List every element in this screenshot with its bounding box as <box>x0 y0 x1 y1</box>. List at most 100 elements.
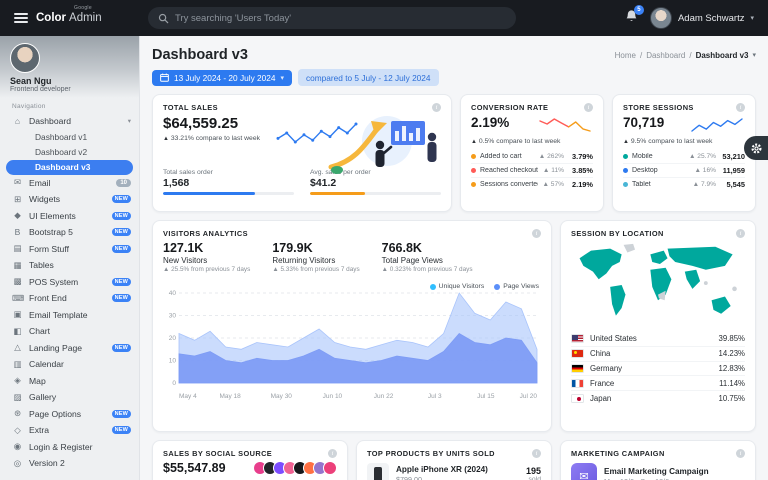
notifications-button[interactable]: 5 <box>625 4 644 28</box>
search-icon <box>158 13 169 23</box>
date-range-button[interactable]: 13 July 2024 - 20 July 2024 ▾ <box>152 69 292 86</box>
profile-name: Sean Ngu <box>10 76 52 86</box>
chevron-down-icon: ▾ <box>752 52 756 59</box>
world-map[interactable] <box>571 241 745 329</box>
country-list: United States 39.85% China 14.23% German… <box>571 331 745 405</box>
sidebar-nav-list: ⌂ Dashboard ▾ Dashboard v1 Dashboard v2 Dashb… <box>0 113 139 472</box>
new-badge: NEW <box>111 211 131 220</box>
global-search[interactable] <box>148 7 516 29</box>
total-sales-compare: ▲ 33.21% compare to last week <box>163 135 261 142</box>
country-row-germany[interactable]: Germany 12.83% <box>571 360 745 376</box>
metric-label: Desktop <box>632 167 658 174</box>
country-row-united-states[interactable]: United States 39.85% <box>571 331 745 346</box>
stat-label: Total Page Views <box>381 256 443 265</box>
sidebar-item-dashboard-v1[interactable]: Dashboard v1 <box>35 132 88 142</box>
breadcrumb-home[interactable]: Home <box>614 50 636 60</box>
sidebar-item-version-2[interactable]: ◎ Version 2 <box>0 455 139 472</box>
country-name: United States <box>590 333 637 343</box>
info-icon[interactable]: i <box>532 449 541 458</box>
sidebar-item-extra[interactable]: ◇ Extra NEW <box>0 422 139 439</box>
compare-note: compared to 5 July - 12 July 2024 <box>298 69 439 86</box>
user-avatar <box>649 7 672 29</box>
flag-cn-icon <box>571 349 584 359</box>
theme-settings-button[interactable] <box>744 136 768 160</box>
sidebar-item-email-template[interactable]: ▣ Email Template <box>0 307 139 324</box>
svg-text:May 4: May 4 <box>179 393 197 400</box>
sidebar-item-email[interactable]: ✉ Email 10 <box>0 175 139 192</box>
sidebar-item-tables[interactable]: ▦ Tables <box>0 257 139 274</box>
metric-row-mobile: Mobile ▲ 25.7% 53,210 <box>623 149 745 163</box>
series-dot <box>471 168 476 173</box>
product-qty: 195 <box>525 465 541 476</box>
country-row-france[interactable]: France 11.14% <box>571 375 745 390</box>
cogs-icon: ⊛ <box>13 408 22 419</box>
sidebar-item-label: Calendar <box>29 359 64 370</box>
sidebar-item-pos-system[interactable]: ▩ POS System NEW <box>0 274 139 291</box>
info-icon[interactable]: i <box>736 449 745 458</box>
sidebar-item-front-end[interactable]: ⌨ Front End NEW <box>0 290 139 307</box>
info-icon[interactable]: i <box>736 103 745 112</box>
country-row-china[interactable]: China 14.23% <box>571 345 745 361</box>
legend-item-unique-visitors[interactable]: Unique Visitors <box>429 283 484 290</box>
sidebar-item-form-stuff[interactable]: ▤ Form Stuff NEW <box>0 241 139 258</box>
card-title: CONVERSION RATE <box>471 103 549 112</box>
conversion-rate-sparkline <box>539 118 591 132</box>
stat-total-page-views: 766.8K Total Page Views ▲ 0.323% from pr… <box>382 241 473 273</box>
metric-label: Reached checkout <box>480 167 538 174</box>
breadcrumb-dashboard[interactable]: Dashboard <box>646 50 686 60</box>
sidebar-item-landing-page[interactable]: △ Landing Page NEW <box>0 340 139 357</box>
campaign-name: Email Marketing Campaign <box>604 466 709 476</box>
stat-sub: ▲ 0.323% from previous 7 days <box>381 266 473 273</box>
stat-value: 127.1K <box>163 241 204 255</box>
store-sessions-sparkline <box>691 118 743 132</box>
info-icon[interactable]: i <box>328 449 337 458</box>
series-dot <box>623 168 628 173</box>
sidebar-profile[interactable]: Sean Ngu Frontend developer <box>0 36 139 98</box>
sidebar-item-login-register[interactable]: ◉ Login & Register <box>0 439 139 456</box>
info-icon[interactable]: i <box>584 103 593 112</box>
progress-bar <box>310 192 441 195</box>
metric-label: Added to cart <box>480 152 522 160</box>
gear-icon <box>750 142 762 154</box>
header-actions: 5 Adam Schwartz ▾ <box>625 4 758 29</box>
sidebar-item-label: POS System <box>29 276 79 287</box>
metric-value: 3.85% <box>572 166 593 175</box>
sidebar-item-dashboard[interactable]: ⌂ Dashboard ▾ <box>0 113 139 130</box>
social-avatar-stack <box>253 461 337 475</box>
country-row-japan[interactable]: Japan 10.75% <box>571 390 745 405</box>
sidebar-item-dashboard-v3[interactable]: Dashboard v3 <box>6 159 133 175</box>
app-logo[interactable]: Google Color Admin <box>36 5 140 24</box>
menu-toggle-button[interactable] <box>14 13 28 23</box>
legend-item-page-views[interactable]: Page Views <box>494 283 539 290</box>
sidebar-item-widgets[interactable]: ⊞ Widgets NEW <box>0 191 139 208</box>
store-sessions-rows: Mobile ▲ 25.7% 53,210 Desktop ▲ 16% 11,9… <box>623 149 745 191</box>
email-campaign-icon: ✉ <box>571 463 597 480</box>
campaign-list-item[interactable]: ✉ Email Marketing Campaign Mon 12/6 - Su… <box>571 463 745 480</box>
sidebar-item-map[interactable]: ◈ Map <box>0 373 139 390</box>
sidebar-item-dashboard-v2[interactable]: Dashboard v2 <box>35 147 88 157</box>
top-products-card: TOP PRODUCTS BY UNITS SOLD i Apple iPhon… <box>356 440 552 480</box>
product-list-item[interactable]: Apple iPhone XR (2024) $799.00 195 sold <box>367 463 541 480</box>
home-icon: ⌂ <box>14 116 21 127</box>
sidebar-item-gallery[interactable]: ▨ Gallery <box>0 389 139 406</box>
svg-text:Jun 22: Jun 22 <box>374 393 394 400</box>
info-icon[interactable]: i <box>736 229 745 238</box>
search-input[interactable] <box>175 12 506 24</box>
sidebar-item-chart[interactable]: ◧ Chart <box>0 323 139 340</box>
page-title: Dashboard v3 <box>152 47 248 63</box>
social-avatar[interactable] <box>323 461 337 475</box>
sidebar-item-calendar[interactable]: ▥ Calendar <box>0 356 139 373</box>
metric-row-reached-checkout: Reached checkout ▲ 11% 3.85% <box>471 163 593 177</box>
info-icon[interactable]: i <box>532 229 541 238</box>
sidebar-item-bootstrap-5[interactable]: B Bootstrap 5 NEW <box>0 224 139 241</box>
user-menu[interactable]: Adam Schwartz ▾ <box>649 7 758 29</box>
key-icon: ◉ <box>13 441 22 452</box>
form-icon: ▤ <box>13 243 22 254</box>
metric-value: 3.79% <box>572 151 593 161</box>
sidebar-item-ui-elements[interactable]: ◆ UI Elements NEW <box>0 208 139 225</box>
sidebar-item-label: Extra <box>29 425 50 436</box>
sidebar-item-page-options[interactable]: ⊛ Page Options NEW <box>0 406 139 423</box>
metric-change: ▲ 16% <box>694 167 716 174</box>
info-icon[interactable]: i <box>432 103 441 112</box>
